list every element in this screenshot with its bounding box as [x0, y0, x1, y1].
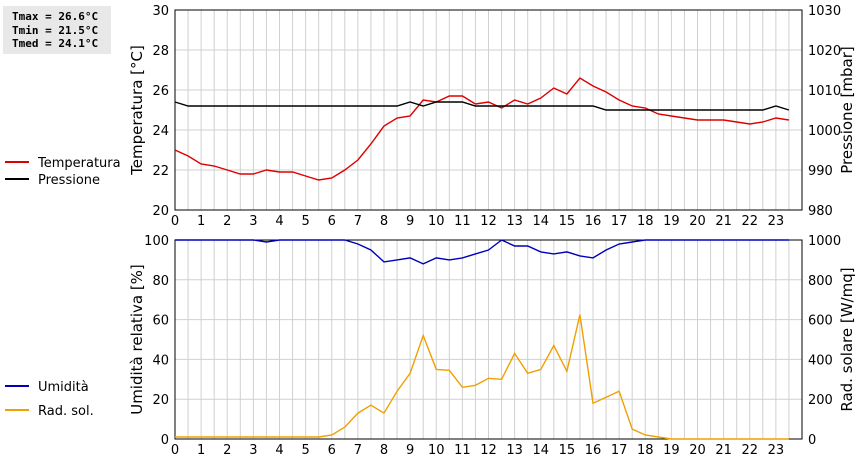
x-tick-label: 2	[223, 443, 231, 458]
x-tick-label: 14	[532, 214, 549, 229]
legend-label: Rad. sol.	[38, 404, 94, 419]
y2-tick-label: 980	[808, 204, 833, 219]
legend-label: Umidità	[38, 380, 89, 395]
x-tick-label: 21	[715, 443, 732, 458]
y2-tick-label: 800	[808, 274, 833, 289]
series-line-umidit-	[175, 239, 789, 265]
tmed-text: Tmed = 24.1°C	[12, 37, 99, 50]
y2-axis-label: Rad. solare [W/mq]	[838, 267, 856, 411]
x-tick-label: 23	[768, 443, 785, 458]
x-tick-label: 22	[741, 214, 758, 229]
plot-frame	[174, 239, 803, 440]
y2-tick-label: 1000	[808, 124, 841, 139]
x-tick-label: 0	[171, 443, 179, 458]
y2-tick-label: 1000	[808, 234, 841, 249]
x-tick-label: 13	[506, 214, 523, 229]
series-line-pressione	[174, 101, 790, 111]
y-axis-label: Temperatura [°C]	[128, 45, 146, 176]
y2-tick-label: 1030	[808, 4, 841, 19]
y-tick-label: 0	[161, 433, 169, 448]
y2-tick-label: 400	[808, 353, 833, 368]
y2-tick-label: 1010	[808, 84, 841, 99]
y-tick-label: 24	[152, 124, 169, 139]
stats-box: Tmax = 26.6°C Tmin = 21.5°C Tmed = 24.1°…	[3, 6, 111, 54]
y2-tick-label: 0	[808, 433, 816, 448]
y-axis-label: Umidità relativa [%]	[128, 264, 146, 415]
x-tick-label: 21	[715, 214, 732, 229]
x-tick-label: 16	[585, 214, 602, 229]
x-tick-label: 8	[380, 214, 388, 229]
x-tick-label: 11	[454, 443, 471, 458]
x-tick-label: 19	[663, 443, 680, 458]
x-tick-label: 18	[637, 214, 654, 229]
y2-tick-label: 600	[808, 314, 833, 329]
x-tick-label: 1	[197, 443, 205, 458]
x-tick-label: 14	[532, 443, 549, 458]
y2-axis-label: Pressione [mbar]	[838, 46, 856, 174]
y-tick-label: 100	[144, 234, 169, 249]
y-tick-label: 60	[152, 314, 169, 329]
x-tick-label: 23	[768, 214, 785, 229]
x-tick-label: 20	[689, 443, 706, 458]
x-tick-label: 5	[301, 214, 309, 229]
x-tick-label: 12	[480, 214, 497, 229]
x-tick-label: 9	[406, 443, 414, 458]
x-tick-label: 9	[406, 214, 414, 229]
x-tick-label: 8	[380, 443, 388, 458]
x-tick-label: 15	[559, 443, 576, 458]
y-tick-label: 20	[152, 393, 169, 408]
x-tick-label: 11	[454, 214, 471, 229]
x-tick-label: 4	[275, 214, 283, 229]
series-line-temperatura	[174, 77, 790, 181]
y-tick-label: 80	[152, 274, 169, 289]
x-tick-label: 6	[328, 443, 336, 458]
x-tick-label: 17	[611, 214, 628, 229]
x-tick-label: 2	[223, 214, 231, 229]
plot-frame	[174, 9, 803, 211]
tmin-text: Tmin = 21.5°C	[12, 23, 99, 37]
x-tick-label: 12	[480, 443, 497, 458]
x-tick-label: 4	[275, 443, 283, 458]
series-line-rad-sol-	[175, 314, 789, 440]
x-tick-label: 17	[611, 443, 628, 458]
y-tick-label: 30	[152, 4, 169, 19]
y-tick-label: 40	[152, 353, 169, 368]
x-tick-label: 7	[354, 443, 362, 458]
x-tick-label: 3	[249, 214, 257, 229]
y-tick-label: 28	[152, 44, 169, 59]
y-tick-label: 22	[152, 164, 169, 179]
x-tick-label: 22	[741, 443, 758, 458]
x-tick-label: 0	[171, 214, 179, 229]
y2-tick-label: 990	[808, 164, 833, 179]
y2-tick-label: 200	[808, 393, 833, 408]
x-tick-label: 13	[506, 443, 523, 458]
x-tick-label: 3	[249, 443, 257, 458]
x-tick-label: 10	[428, 214, 445, 229]
y-tick-label: 20	[152, 204, 169, 219]
x-tick-label: 20	[689, 214, 706, 229]
legend-label: Temperatura	[37, 156, 121, 171]
x-tick-label: 15	[559, 214, 576, 229]
x-tick-label: 10	[428, 443, 445, 458]
x-tick-label: 18	[637, 443, 654, 458]
tmax-text: Tmax = 26.6°C	[12, 10, 99, 23]
y-tick-label: 26	[152, 84, 169, 99]
x-tick-label: 5	[301, 443, 309, 458]
x-tick-label: 1	[197, 214, 205, 229]
x-tick-label: 6	[328, 214, 336, 229]
x-tick-label: 7	[354, 214, 362, 229]
x-tick-label: 16	[585, 443, 602, 458]
y2-tick-label: 1020	[808, 44, 841, 59]
x-tick-label: 19	[663, 214, 680, 229]
legend-label: Pressione	[38, 173, 100, 188]
